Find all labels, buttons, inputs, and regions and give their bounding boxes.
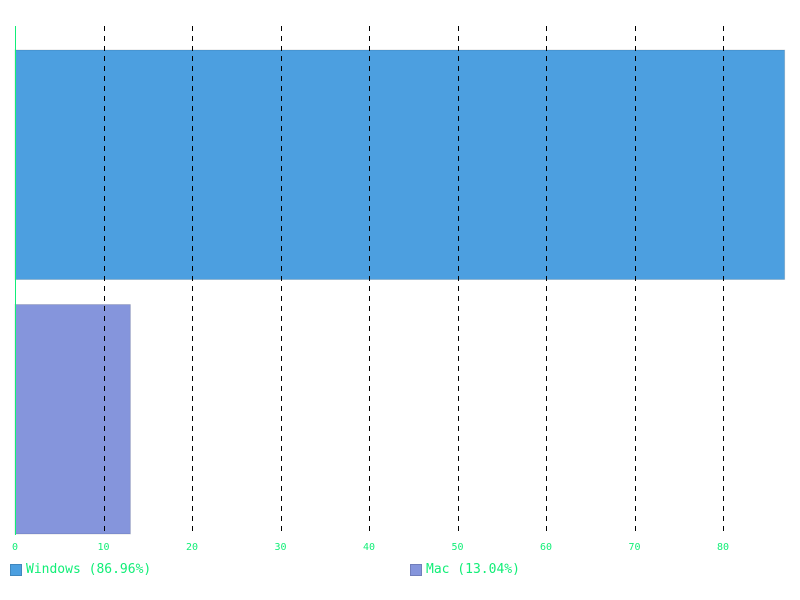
x-tick-label-10: 10: [97, 542, 109, 553]
bar-mac: [14, 304, 131, 535]
legend-label-windows: Windows (86.96%): [26, 562, 152, 577]
x-tick-label-20: 20: [186, 542, 198, 553]
x-tick-label-60: 60: [540, 542, 552, 553]
x-tick-label-0: 0: [12, 542, 18, 553]
legend-label-mac: Mac (13.04%): [426, 562, 520, 577]
x-tick-label-80: 80: [717, 542, 729, 553]
legend: Windows (86.96%) Mac (13.04%): [0, 562, 800, 584]
bar-windows: [14, 49, 786, 280]
x-tick-label-40: 40: [363, 542, 375, 553]
x-tick-label-30: 30: [274, 542, 286, 553]
x-tick-label-70: 70: [629, 542, 641, 553]
legend-swatch-windows: [10, 563, 22, 576]
legend-item-mac: Mac (13.04%): [410, 562, 520, 577]
legend-item-windows: Windows (86.96%): [10, 562, 151, 577]
x-tick-label-50: 50: [452, 542, 464, 553]
legend-swatch-mac: [410, 563, 422, 576]
bar-chart: 0 10 20 30 40 50 60 70 80: [12, 26, 786, 553]
